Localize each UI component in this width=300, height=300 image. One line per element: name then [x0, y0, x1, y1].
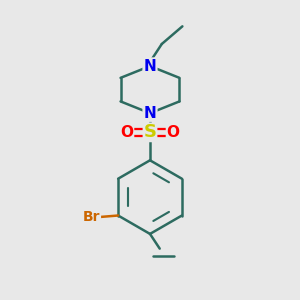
- Text: O: O: [121, 125, 134, 140]
- Text: S: S: [143, 123, 157, 141]
- Text: O: O: [167, 125, 179, 140]
- Text: N: N: [144, 58, 156, 74]
- Text: N: N: [144, 106, 156, 121]
- Text: Br: Br: [83, 210, 101, 224]
